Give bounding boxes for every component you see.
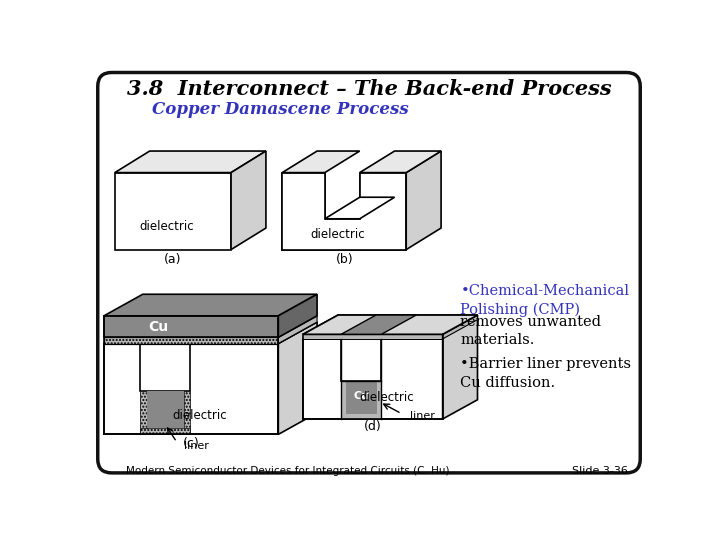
Text: (c): (c) [183, 437, 199, 450]
Polygon shape [325, 197, 395, 219]
Polygon shape [282, 173, 406, 249]
Polygon shape [104, 338, 279, 343]
Polygon shape [140, 428, 190, 434]
Polygon shape [114, 173, 231, 249]
Text: dielectric: dielectric [359, 391, 414, 404]
Text: (a): (a) [164, 253, 181, 266]
Polygon shape [443, 315, 477, 419]
Polygon shape [303, 315, 477, 334]
Polygon shape [184, 390, 190, 434]
Text: dielectric: dielectric [311, 228, 365, 241]
Text: liner: liner [410, 411, 435, 421]
Text: •Barrier liner prevents
Cu diffusion.: •Barrier liner prevents Cu diffusion. [461, 357, 631, 390]
Polygon shape [114, 151, 266, 173]
Polygon shape [231, 151, 266, 249]
Text: 3.8  Interconnect – The Back-end Process: 3.8 Interconnect – The Back-end Process [127, 79, 611, 99]
Polygon shape [341, 414, 382, 419]
Text: dielectric: dielectric [140, 220, 194, 233]
Text: Copper Damascene Process: Copper Damascene Process [151, 101, 408, 118]
Text: liner: liner [184, 441, 209, 451]
FancyBboxPatch shape [98, 72, 640, 473]
Polygon shape [147, 390, 184, 428]
Polygon shape [140, 390, 147, 434]
Polygon shape [104, 343, 279, 434]
Text: •Chemical-Mechanical
Polishing (CMP): •Chemical-Mechanical Polishing (CMP) [461, 284, 629, 317]
Text: (d): (d) [364, 420, 382, 433]
Polygon shape [325, 219, 360, 249]
Text: (b): (b) [336, 253, 353, 266]
Polygon shape [406, 151, 441, 249]
Polygon shape [279, 316, 317, 343]
Polygon shape [341, 315, 416, 334]
Polygon shape [104, 316, 279, 338]
Polygon shape [360, 173, 406, 249]
Polygon shape [303, 334, 443, 339]
Text: Slide 3-36: Slide 3-36 [572, 465, 628, 476]
Text: Cu: Cu [354, 391, 369, 401]
Polygon shape [377, 381, 382, 419]
Text: removes unwanted
materials.: removes unwanted materials. [461, 315, 601, 347]
Text: Modern Semiconductor Devices for Integrated Circuits (C. Hu): Modern Semiconductor Devices for Integra… [126, 465, 449, 476]
Polygon shape [346, 381, 377, 414]
Text: dielectric: dielectric [173, 409, 228, 422]
Polygon shape [303, 315, 477, 334]
Polygon shape [443, 315, 477, 339]
Polygon shape [360, 151, 441, 173]
Polygon shape [104, 322, 317, 343]
Polygon shape [104, 294, 317, 316]
Polygon shape [282, 151, 360, 173]
Polygon shape [341, 381, 346, 419]
Polygon shape [282, 173, 325, 249]
Polygon shape [303, 339, 443, 419]
Text: Cu: Cu [148, 320, 168, 334]
Polygon shape [279, 294, 317, 338]
Polygon shape [279, 322, 317, 434]
